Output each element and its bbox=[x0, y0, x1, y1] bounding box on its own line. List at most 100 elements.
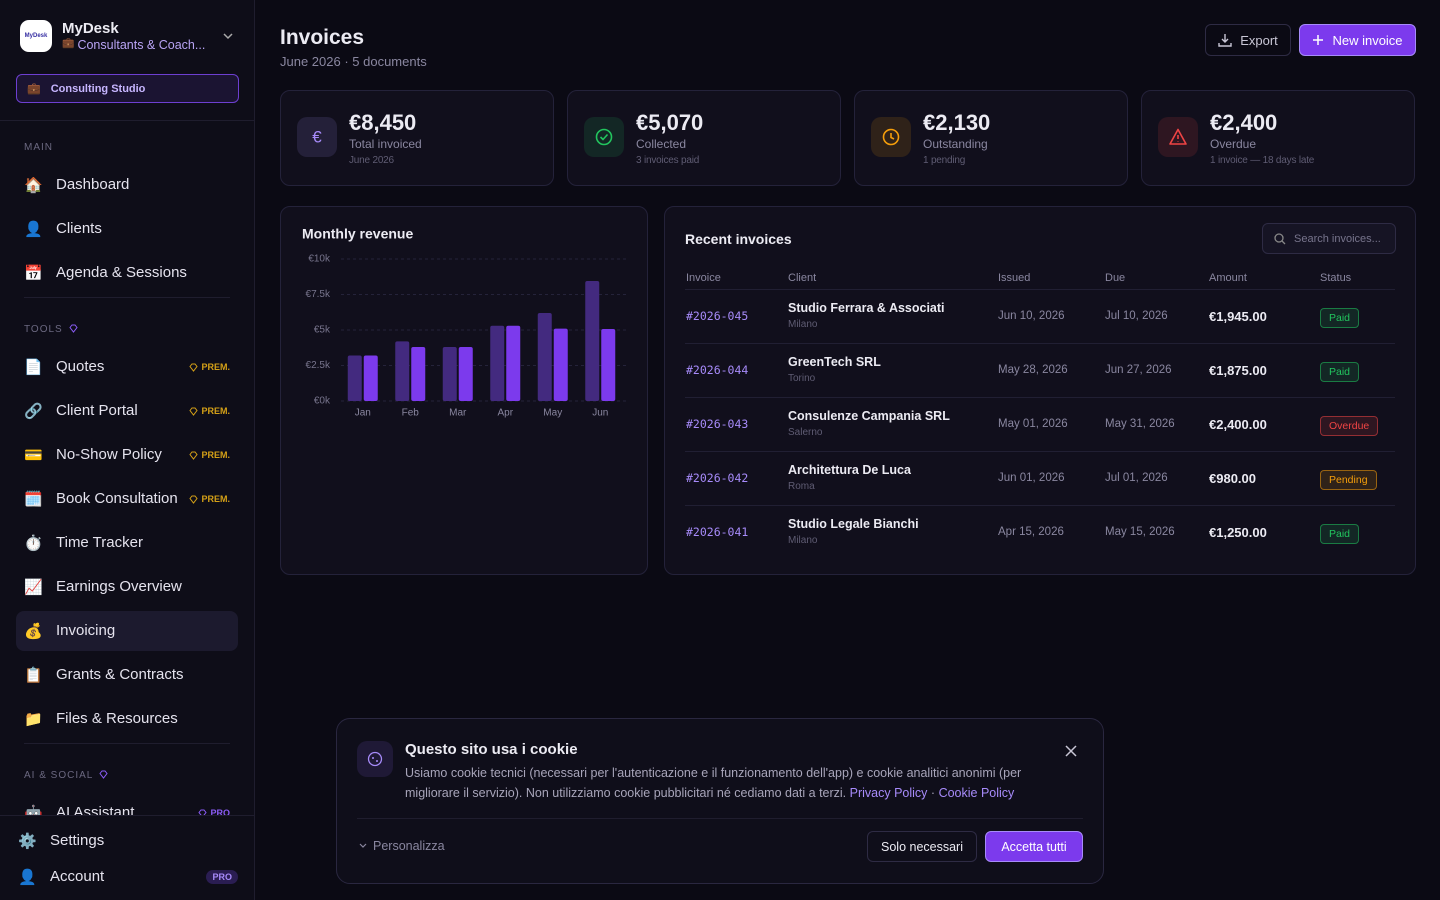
necessary-button[interactable]: Solo necessari bbox=[867, 831, 977, 862]
client-city: Milano bbox=[788, 319, 818, 330]
x-tick-label: May bbox=[543, 408, 562, 419]
nav-badge: PREM. bbox=[189, 450, 230, 460]
export-icon bbox=[1218, 34, 1232, 47]
search-placeholder: Search invoices... bbox=[1294, 232, 1381, 245]
cookie-text: Usiamo cookie tecnici (necessari per l'a… bbox=[405, 766, 1022, 800]
nav-label: Time Tracker bbox=[56, 534, 143, 551]
status-pill: Paid bbox=[1320, 524, 1360, 544]
table-row[interactable]: #2026-045 Studio Ferrara & Associati Milan… bbox=[685, 289, 1395, 343]
nav-badge: PRO bbox=[198, 808, 230, 815]
nav-item[interactable]: 📅 Agenda & Sessions bbox=[16, 253, 238, 293]
nav-item[interactable]: 🏠 Dashboard bbox=[16, 165, 238, 205]
table-row[interactable]: #2026-041 Studio Legale Bianchi Milano Apr … bbox=[685, 505, 1395, 559]
bar bbox=[506, 325, 521, 401]
brand: MyDesk bbox=[62, 20, 119, 37]
diamond-icon bbox=[198, 809, 208, 815]
nav-item[interactable]: ⏱️ Time Tracker bbox=[16, 523, 238, 563]
stat-glyph: € bbox=[312, 127, 322, 146]
status-pill: Pending bbox=[1320, 470, 1377, 490]
status-pill: Paid bbox=[1320, 362, 1360, 382]
invoices-title: Recent invoices bbox=[685, 231, 792, 247]
cookie-link[interactable]: Cookie Policy bbox=[938, 786, 1015, 800]
invoice-id: #2026-043 bbox=[686, 417, 749, 431]
nav-label: AI Assistant bbox=[56, 804, 135, 815]
amount: €1,945.00 bbox=[1209, 309, 1267, 324]
nav-item[interactable]: 📈 Earnings Overview bbox=[16, 567, 238, 607]
column-header: Invoice bbox=[686, 272, 721, 284]
section-label-text: AI & SOCIAL bbox=[24, 770, 94, 781]
nav-item[interactable]: 📄 Quotes PREM. bbox=[16, 347, 238, 387]
nav-badge: PREM. bbox=[189, 362, 230, 372]
diamond-icon bbox=[189, 451, 199, 460]
amount: €980.00 bbox=[1209, 471, 1256, 486]
stat-glyph bbox=[882, 128, 900, 146]
nav-item[interactable]: 📁 Files & Resources bbox=[16, 699, 238, 739]
diamond-icon bbox=[189, 363, 199, 372]
nav-label: Clients bbox=[56, 220, 102, 237]
table-row[interactable]: #2026-044 GreenTech SRL Torino May 28, 2026… bbox=[685, 343, 1395, 397]
chevron[interactable] bbox=[222, 32, 234, 42]
customize-chevron bbox=[359, 843, 367, 848]
x-tick-label: Jun bbox=[592, 408, 608, 419]
accept-button[interactable]: Accetta tutti bbox=[985, 831, 1083, 862]
section-label-text: MAIN bbox=[24, 142, 53, 153]
column-header: Issued bbox=[998, 272, 1031, 284]
org-icon: 💼 bbox=[62, 38, 75, 49]
nav-item[interactable]: 🗓️ Book Consultation PREM. bbox=[16, 479, 238, 519]
customize[interactable]: Personalizza bbox=[359, 839, 445, 853]
due-date: Jul 10, 2026 bbox=[1105, 310, 1168, 322]
x-tick-label: Mar bbox=[449, 408, 467, 419]
nav-icon: 📅 bbox=[24, 265, 43, 282]
stat-card: €2,130 Outstanding 1 pending bbox=[854, 90, 1128, 186]
table-row[interactable]: #2026-043 Consulenze Campania SRL Salerno M… bbox=[685, 397, 1395, 451]
bar bbox=[537, 312, 552, 401]
link-separator: · bbox=[930, 786, 936, 800]
divider bbox=[0, 120, 254, 121]
section-label-text: TOOLS bbox=[24, 324, 63, 335]
nav-item[interactable]: ⚙️ Settings bbox=[16, 823, 238, 859]
due-date: May 31, 2026 bbox=[1105, 418, 1175, 430]
nav-icon: 🔗 bbox=[24, 403, 43, 420]
column-header: Client bbox=[788, 272, 817, 284]
issued-date: Jun 10, 2026 bbox=[998, 310, 1065, 322]
nav-item[interactable]: 👤 Clients bbox=[16, 209, 238, 249]
nav-item[interactable]: 👤 Account PRO bbox=[16, 859, 238, 895]
amount: €2,400.00 bbox=[1209, 417, 1267, 432]
bar bbox=[490, 325, 505, 401]
nav-icon: 💰 bbox=[24, 623, 43, 640]
section-items: 📄 Quotes PREM. 🔗 Client Portal PREM. 💳 No-Show … bbox=[16, 347, 238, 739]
new-invoice-button[interactable]: New invoice bbox=[1299, 24, 1416, 56]
export-button[interactable]: Export bbox=[1205, 24, 1291, 56]
stat-card: € €8,450 Total invoiced June 2026 bbox=[280, 90, 554, 186]
x-tick-label: Apr bbox=[497, 408, 513, 419]
stat-value: €2,130 bbox=[923, 110, 991, 135]
search-icon bbox=[1274, 232, 1286, 244]
nav-item[interactable]: 📋 Grants & Contracts bbox=[16, 655, 238, 695]
diamond-icon bbox=[189, 495, 199, 504]
page-subtitle: June 2026 · 5 documents bbox=[280, 54, 427, 69]
client-city: Milano bbox=[788, 535, 818, 546]
column-header: Due bbox=[1105, 272, 1126, 284]
privacy-link[interactable]: Privacy Policy bbox=[849, 786, 928, 800]
workspace[interactable]: 💼 Consulting Studio bbox=[16, 74, 239, 103]
logo[interactable]: MyDesk bbox=[20, 20, 52, 52]
cookie-glyph bbox=[367, 751, 383, 767]
search[interactable]: Search invoices... bbox=[1262, 223, 1396, 254]
svg-text:€: € bbox=[312, 127, 322, 146]
y-tick-label: €10k bbox=[308, 254, 331, 265]
stat-glyph bbox=[595, 128, 613, 146]
table-row[interactable]: #2026-042 Architettura De Luca Roma Jun 01,… bbox=[685, 451, 1395, 505]
close-button[interactable] bbox=[1065, 745, 1077, 757]
new-invoice-label: New invoice bbox=[1332, 32, 1403, 48]
export-label: Export bbox=[1240, 32, 1278, 48]
nav-item[interactable]: 🔗 Client Portal PREM. bbox=[16, 391, 238, 431]
client-name: Architettura De Luca bbox=[788, 463, 911, 477]
nav-item[interactable]: 💳 No-Show Policy PREM. bbox=[16, 435, 238, 475]
nav-item[interactable]: 💰 Invoicing bbox=[16, 611, 238, 651]
nav-item[interactable]: 🤖 AI Assistant PRO bbox=[16, 793, 238, 815]
stat-glyph bbox=[1169, 128, 1187, 145]
org[interactable]: 💼 Consultants & Coach... bbox=[62, 38, 205, 52]
x-tick-label: Feb bbox=[402, 408, 420, 419]
section-label: TOOLS bbox=[24, 318, 230, 347]
